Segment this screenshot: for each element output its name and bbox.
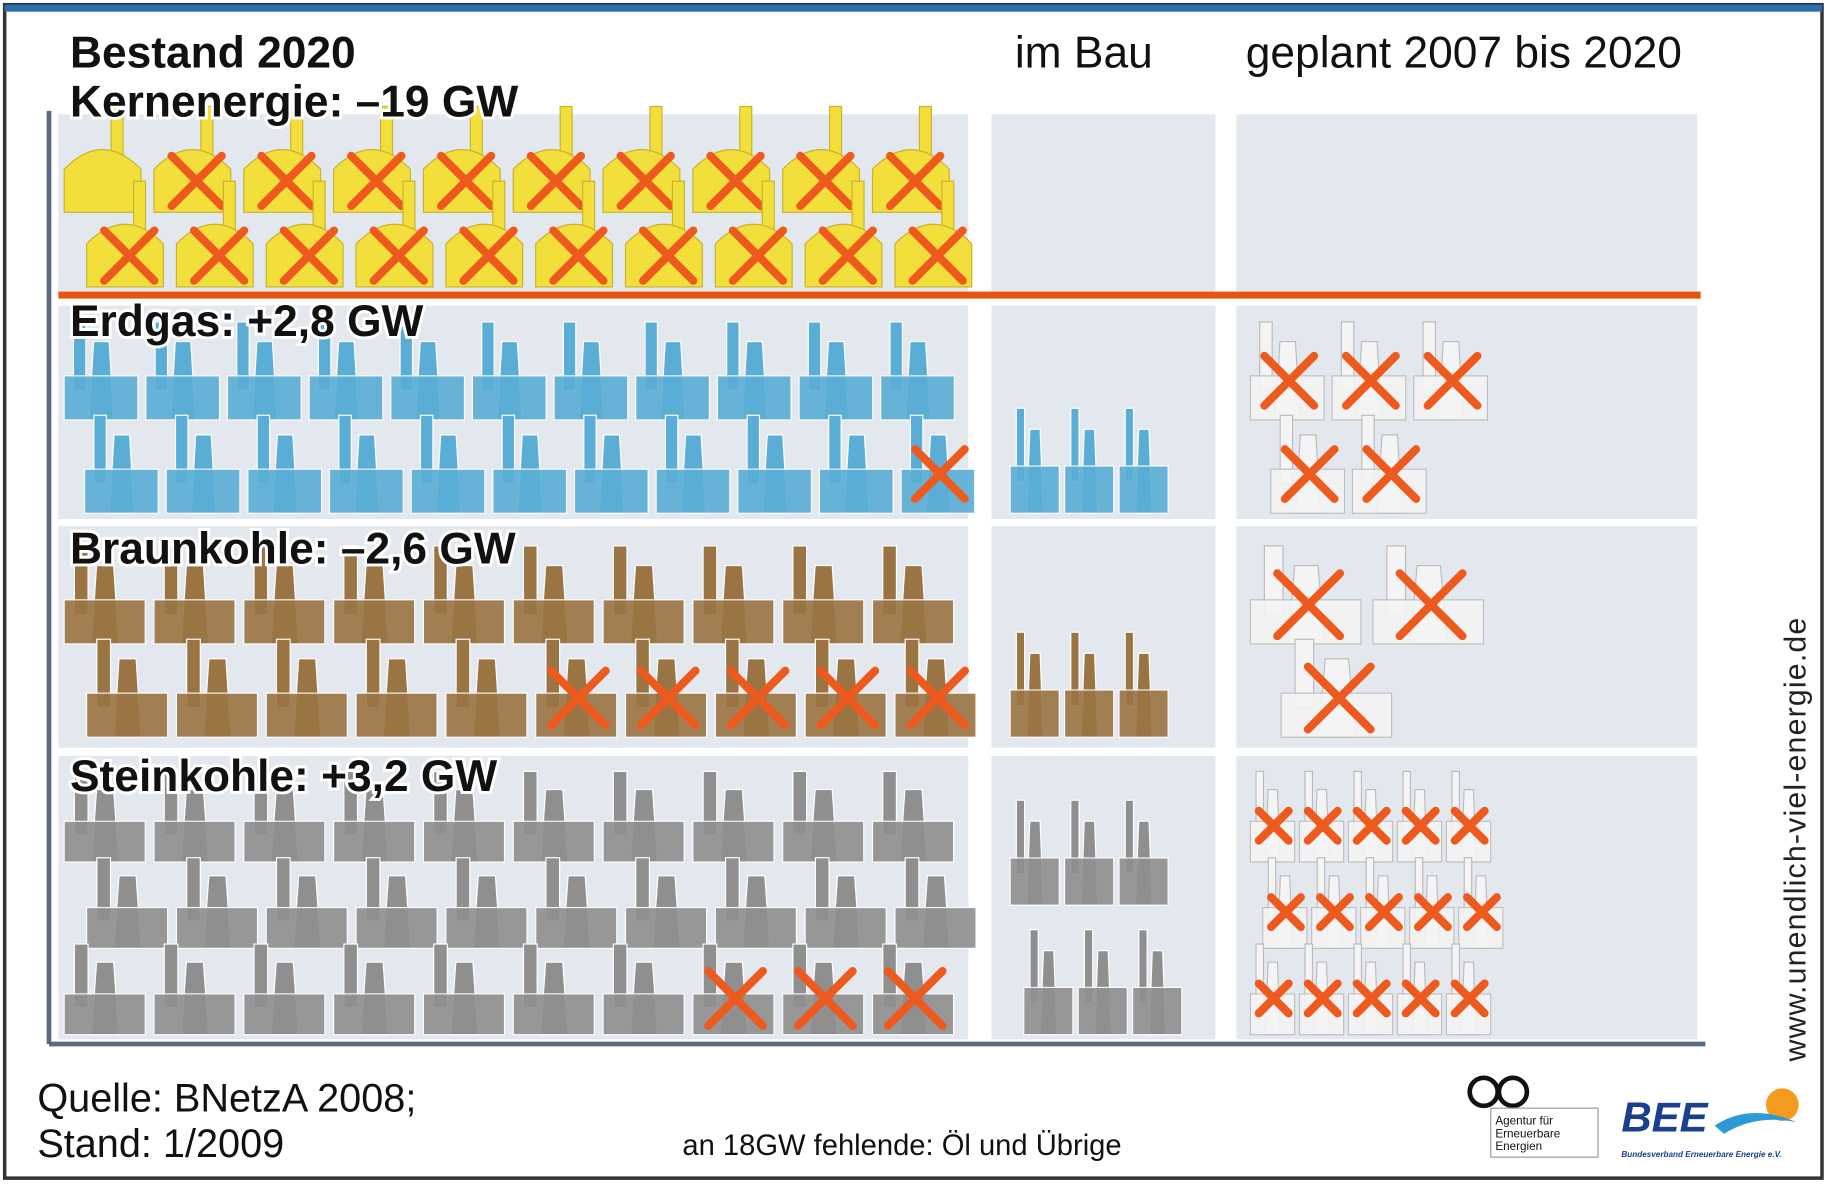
building — [334, 600, 415, 644]
building — [1065, 858, 1114, 905]
building — [1119, 466, 1168, 513]
top-bar — [5, 5, 1822, 12]
building — [146, 376, 220, 420]
building — [513, 994, 594, 1035]
building — [574, 469, 648, 513]
date: Stand: 1/2009 — [37, 1122, 284, 1166]
building — [1119, 858, 1168, 905]
logo-text: Erneuerbare — [1495, 1127, 1560, 1140]
building — [266, 693, 347, 737]
building — [1065, 466, 1114, 513]
building — [248, 469, 322, 513]
building — [446, 693, 527, 737]
building — [1065, 690, 1114, 737]
row-label: Braunkohle: –2,6 GW — [70, 524, 516, 573]
building — [799, 376, 873, 420]
building — [266, 908, 347, 949]
building — [805, 908, 886, 949]
building — [244, 600, 325, 644]
building — [64, 994, 145, 1035]
building — [244, 994, 325, 1035]
building — [334, 821, 415, 862]
building — [819, 469, 893, 513]
building — [1010, 466, 1059, 513]
building — [87, 693, 168, 737]
source: Quelle: BNetzA 2008; — [37, 1077, 416, 1121]
building — [493, 469, 567, 513]
building — [1010, 690, 1059, 737]
header-planned: geplant 2007 bis 2020 — [1246, 29, 1682, 78]
building — [64, 600, 145, 644]
building — [85, 469, 159, 513]
building — [356, 908, 437, 949]
building — [176, 908, 257, 949]
logo-text: BEE — [1621, 1093, 1709, 1140]
building — [472, 376, 546, 420]
building — [636, 376, 710, 420]
building — [1024, 987, 1073, 1034]
building — [1133, 987, 1182, 1034]
building — [513, 821, 594, 862]
building — [309, 376, 383, 420]
building — [244, 821, 325, 862]
building — [513, 600, 594, 644]
logo-text: Bundesverband Erneuerbare Energie e.V. — [1621, 1150, 1781, 1159]
building — [87, 908, 168, 949]
building — [64, 821, 145, 862]
building — [423, 600, 504, 644]
building — [693, 821, 774, 862]
panel — [1236, 114, 1697, 291]
row-label: Kernenergie: –19 GW — [70, 78, 518, 127]
building — [154, 821, 235, 862]
building — [423, 821, 504, 862]
building — [626, 908, 707, 949]
building — [693, 600, 774, 644]
building — [554, 376, 628, 420]
building — [603, 600, 684, 644]
building — [356, 693, 437, 737]
building — [330, 469, 404, 513]
building — [873, 821, 954, 862]
building — [64, 376, 138, 420]
building — [717, 376, 791, 420]
row-label: Steinkohle: +3,2 GW — [70, 752, 497, 801]
building — [176, 693, 257, 737]
note: an 18GW fehlende: Öl und Übrige — [682, 1130, 1121, 1162]
building — [391, 376, 465, 420]
building — [227, 376, 301, 420]
building — [446, 908, 527, 949]
logo-text: Energien — [1495, 1140, 1542, 1153]
building — [656, 469, 730, 513]
building — [1078, 987, 1127, 1034]
building — [154, 600, 235, 644]
building — [783, 600, 864, 644]
building — [738, 469, 812, 513]
building — [881, 376, 955, 420]
building — [603, 821, 684, 862]
building — [334, 994, 415, 1035]
website: www.unendlich-viel-energie.de — [1780, 617, 1813, 1063]
building — [166, 469, 240, 513]
building — [411, 469, 485, 513]
building — [783, 821, 864, 862]
building — [895, 908, 976, 949]
page: Bestand 2020 im Bau geplant 2007 bis 202… — [0, 0, 1829, 1184]
building — [715, 908, 796, 949]
infographic: Bestand 2020 im Bau geplant 2007 bis 202… — [0, 0, 1829, 1184]
building — [423, 994, 504, 1035]
header-stock: Bestand 2020 — [70, 29, 356, 78]
panel — [991, 114, 1215, 291]
header-build: im Bau — [1015, 29, 1153, 78]
logo-text: Agentur für — [1495, 1114, 1553, 1127]
building — [1119, 690, 1168, 737]
building — [536, 908, 617, 949]
building — [873, 600, 954, 644]
building — [154, 994, 235, 1035]
building — [603, 994, 684, 1035]
row-label: Erdgas: +2,8 GW — [70, 297, 424, 346]
building — [1010, 858, 1059, 905]
reactor — [64, 150, 141, 213]
